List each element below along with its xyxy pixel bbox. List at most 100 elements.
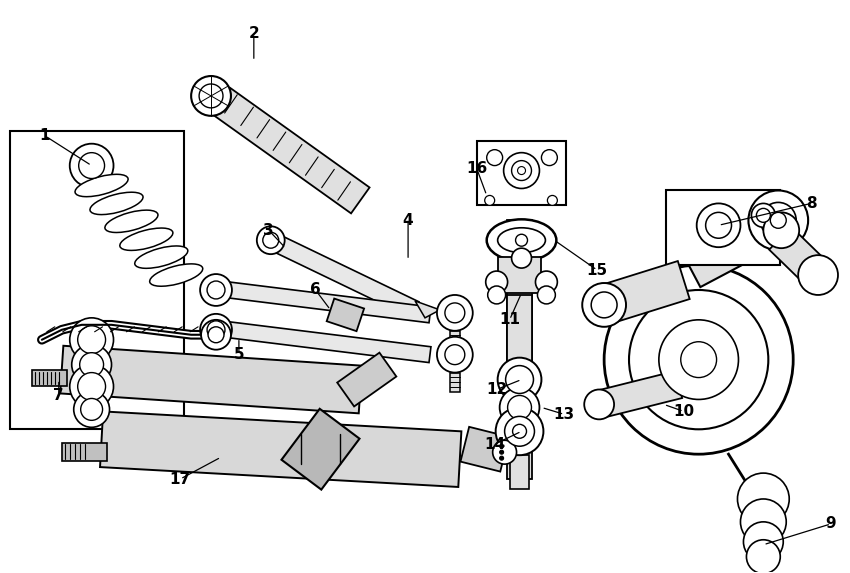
Circle shape — [496, 407, 543, 455]
Ellipse shape — [135, 246, 188, 268]
Circle shape — [207, 321, 225, 339]
Ellipse shape — [497, 228, 546, 253]
Circle shape — [582, 283, 626, 327]
Text: 14: 14 — [484, 437, 505, 452]
Circle shape — [746, 540, 780, 573]
Circle shape — [445, 303, 465, 323]
Circle shape — [257, 226, 285, 254]
Polygon shape — [100, 411, 462, 487]
Text: 1: 1 — [40, 128, 50, 143]
Text: 3: 3 — [264, 223, 274, 238]
Polygon shape — [62, 444, 106, 461]
Polygon shape — [281, 409, 360, 489]
Text: 15: 15 — [586, 262, 608, 277]
Circle shape — [191, 76, 231, 116]
Polygon shape — [507, 295, 532, 370]
Circle shape — [518, 167, 525, 175]
Polygon shape — [510, 455, 530, 489]
Circle shape — [798, 255, 838, 295]
Circle shape — [263, 232, 279, 248]
Ellipse shape — [90, 192, 143, 214]
Polygon shape — [337, 352, 396, 406]
Circle shape — [604, 265, 793, 454]
Circle shape — [77, 326, 105, 354]
Circle shape — [592, 292, 617, 318]
Text: 10: 10 — [673, 404, 694, 419]
Polygon shape — [598, 261, 689, 324]
Circle shape — [445, 345, 465, 364]
Polygon shape — [596, 371, 683, 418]
Text: 4: 4 — [403, 213, 413, 228]
Circle shape — [507, 395, 531, 419]
Circle shape — [748, 190, 808, 250]
Text: 5: 5 — [234, 347, 244, 362]
Circle shape — [81, 398, 103, 421]
Circle shape — [513, 425, 526, 438]
Polygon shape — [497, 257, 541, 293]
Circle shape — [200, 274, 232, 306]
Polygon shape — [769, 227, 830, 286]
Circle shape — [199, 84, 223, 108]
Circle shape — [505, 417, 535, 446]
Polygon shape — [450, 331, 460, 351]
Circle shape — [503, 152, 540, 189]
Text: 17: 17 — [170, 472, 190, 486]
Circle shape — [208, 327, 224, 343]
Circle shape — [79, 152, 105, 179]
Circle shape — [70, 144, 114, 187]
Polygon shape — [507, 221, 532, 479]
Circle shape — [516, 234, 528, 246]
Circle shape — [77, 372, 105, 401]
Circle shape — [697, 203, 740, 247]
Circle shape — [541, 150, 558, 166]
Text: 11: 11 — [499, 312, 520, 327]
Polygon shape — [32, 370, 67, 386]
Circle shape — [500, 444, 503, 448]
Ellipse shape — [75, 174, 128, 197]
Circle shape — [770, 213, 786, 228]
Circle shape — [751, 203, 775, 227]
Polygon shape — [60, 346, 362, 413]
Polygon shape — [461, 427, 509, 472]
Text: 9: 9 — [825, 516, 836, 531]
Ellipse shape — [150, 264, 203, 286]
Circle shape — [201, 320, 231, 350]
Text: 6: 6 — [310, 282, 321, 297]
Circle shape — [500, 450, 503, 454]
Ellipse shape — [120, 228, 173, 250]
Circle shape — [547, 195, 558, 205]
Circle shape — [500, 387, 540, 427]
Circle shape — [706, 213, 732, 238]
Circle shape — [437, 337, 473, 372]
Circle shape — [437, 295, 473, 331]
Bar — [10, 131, 184, 429]
Circle shape — [74, 391, 110, 427]
Ellipse shape — [487, 219, 557, 261]
Circle shape — [763, 213, 799, 248]
Circle shape — [512, 160, 531, 180]
Circle shape — [488, 286, 506, 304]
Circle shape — [71, 345, 111, 384]
Circle shape — [584, 390, 614, 419]
Ellipse shape — [105, 210, 158, 233]
Circle shape — [512, 248, 531, 268]
Text: 16: 16 — [466, 161, 487, 176]
Polygon shape — [677, 198, 785, 287]
Circle shape — [659, 320, 739, 399]
Bar — [477, 141, 566, 205]
Circle shape — [536, 271, 558, 293]
Circle shape — [484, 195, 495, 205]
Polygon shape — [415, 301, 440, 318]
Circle shape — [80, 352, 104, 376]
Text: 13: 13 — [553, 407, 575, 422]
Circle shape — [738, 473, 790, 525]
Circle shape — [200, 314, 232, 346]
Text: 8: 8 — [806, 196, 817, 211]
Text: 12: 12 — [486, 382, 507, 397]
Text: 2: 2 — [248, 26, 259, 41]
Circle shape — [70, 364, 114, 409]
Bar — [666, 190, 780, 265]
Polygon shape — [450, 372, 460, 393]
Circle shape — [487, 150, 502, 166]
Circle shape — [485, 271, 507, 293]
